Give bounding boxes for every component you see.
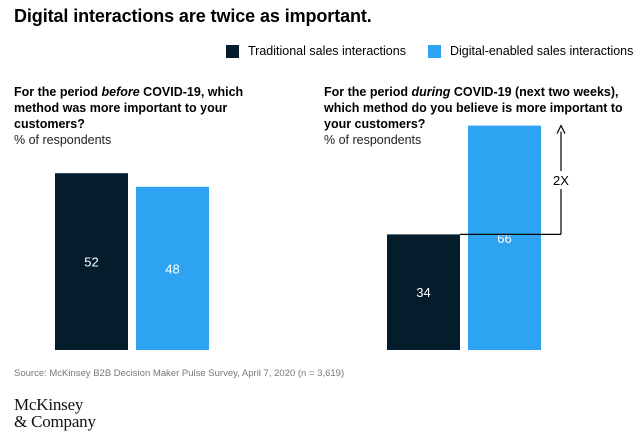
- legend-label-digital: Digital-enabled sales interactions: [449, 44, 634, 58]
- source-note: Source: McKinsey B2B Decision Maker Puls…: [14, 368, 345, 379]
- bar-value-label-chart1-traditional: 52: [84, 255, 98, 270]
- left-question-text: For the period before COVID-19, which me…: [14, 85, 244, 131]
- right-question-text: For the period during COVID-19 (next two…: [324, 85, 623, 131]
- logo-line-2: & Company: [14, 412, 96, 431]
- legend-item-digital: Digital-enabled sales interactions: [427, 44, 634, 58]
- legend-label-traditional: Traditional sales interactions: [248, 44, 406, 58]
- right-panel-question: For the period during COVID-19 (next two…: [324, 84, 624, 148]
- legend: Traditional sales interactions Digital-e…: [226, 44, 633, 58]
- left-panel-subtitle: % of respondents: [14, 133, 112, 147]
- legend-swatch-digital: [427, 44, 441, 58]
- right-panel-subtitle: % of respondents: [324, 133, 422, 147]
- annotation-label-background: [549, 171, 573, 189]
- legend-item-traditional: Traditional sales interactions: [226, 44, 406, 58]
- bar-chart2-digital: [468, 125, 541, 350]
- bar-chart1-digital: [136, 186, 209, 350]
- bar-value-label-chart2-traditional: 34: [416, 285, 430, 300]
- bar-chart1-traditional: [55, 173, 128, 350]
- bar-value-label-chart1-digital: 48: [165, 261, 179, 276]
- bar-value-label-chart2-digital: 66: [497, 231, 511, 246]
- legend-swatch-traditional: [226, 44, 239, 58]
- chart-title: Digital interactions are twice as import…: [14, 6, 372, 26]
- mckinsey-logo: McKinsey & Company: [14, 396, 96, 430]
- annotation-arrow-head-icon: [556, 124, 566, 134]
- annotation-2x-label: 2X: [553, 173, 569, 188]
- bar-chart2-traditional: [387, 234, 460, 350]
- logo-line-1: McKinsey: [14, 395, 84, 414]
- left-panel-question: For the period before COVID-19, which me…: [14, 84, 274, 148]
